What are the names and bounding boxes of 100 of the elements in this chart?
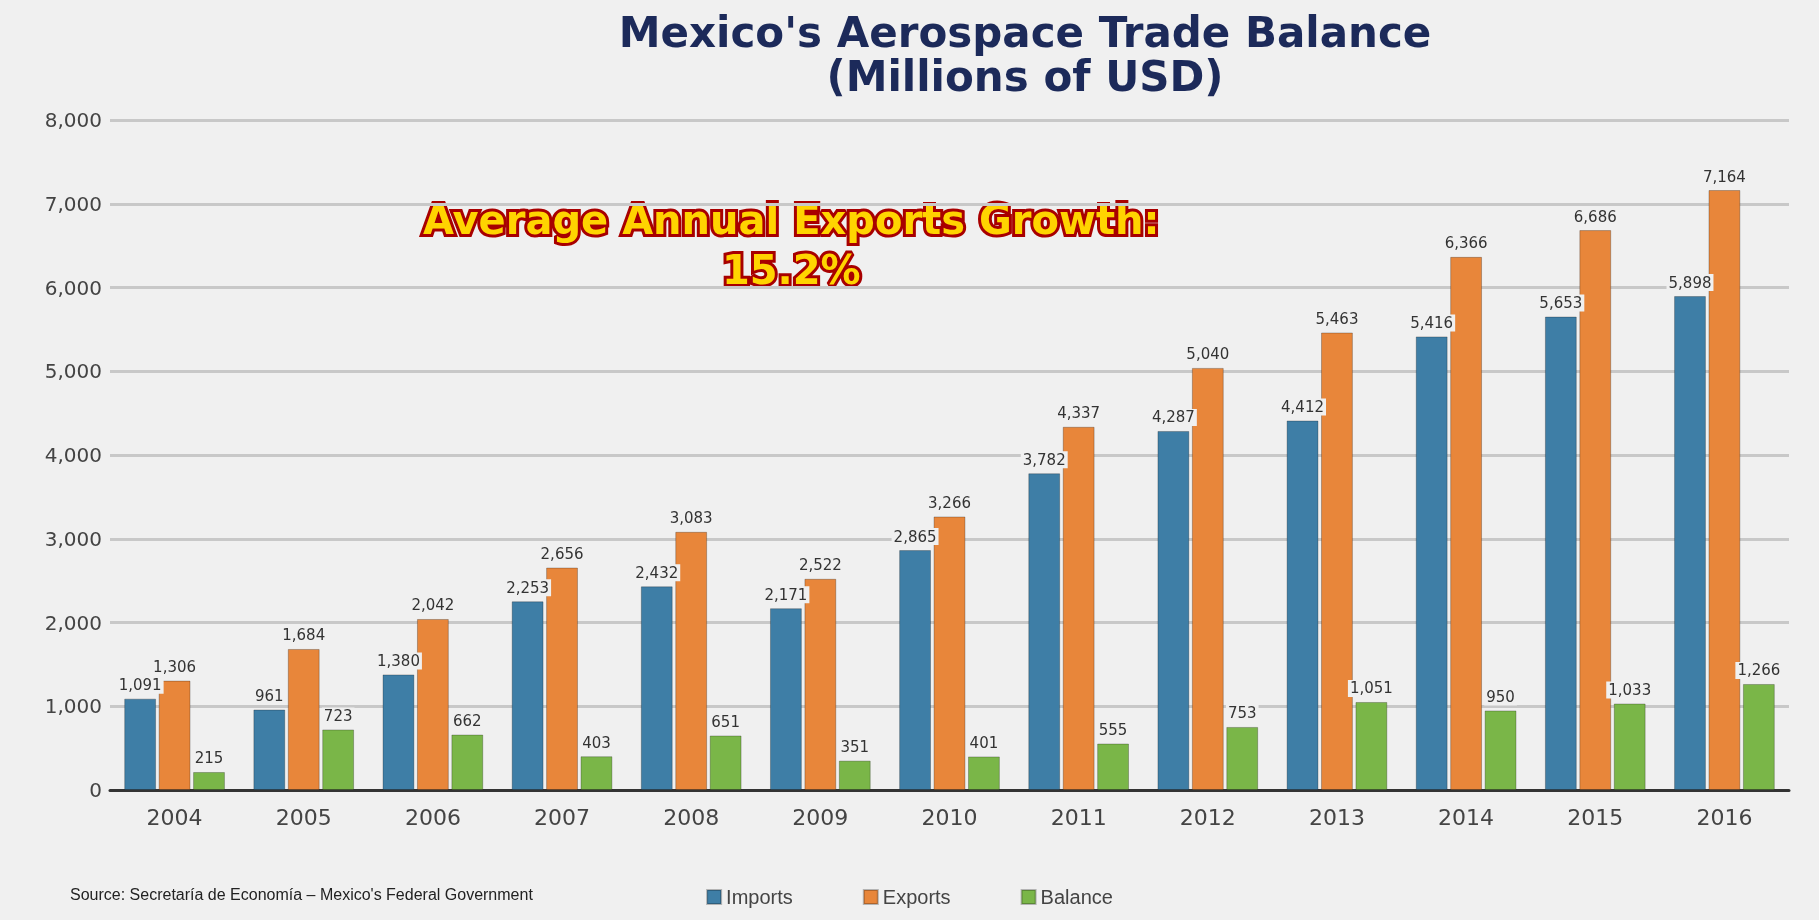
bar <box>1742 683 1775 790</box>
data-label: 403 <box>582 733 611 752</box>
data-label: 662 <box>452 712 482 731</box>
data-label: 2,656 <box>540 545 584 564</box>
data-label: 961 <box>254 687 284 706</box>
x-tick-label: 2013 <box>1308 804 1365 830</box>
x-tick-label: 2005 <box>275 804 332 830</box>
bar <box>1613 703 1646 790</box>
data-label: 2,522 <box>798 556 842 575</box>
x-tick-label: 2007 <box>534 804 591 830</box>
y-tick-label: 0 <box>89 778 102 802</box>
y-tick-label: 1,000 <box>44 694 102 719</box>
data-label: 2,253 <box>506 578 550 597</box>
data-label: 1,051 <box>1349 679 1393 698</box>
bar <box>1484 710 1517 790</box>
legend-label: Exports <box>882 886 951 908</box>
bar <box>967 756 1000 790</box>
y-tick-label: 4,000 <box>44 443 102 467</box>
data-label: 401 <box>969 733 999 752</box>
bar <box>253 709 286 790</box>
data-label: 753 <box>1227 704 1257 723</box>
bar <box>1579 230 1612 790</box>
data-label: 6,366 <box>1444 234 1488 253</box>
bar <box>451 734 484 790</box>
data-label: 4,412 <box>1281 397 1325 416</box>
data-label: 5,416 <box>1410 313 1454 332</box>
bar <box>838 760 871 790</box>
bar <box>1157 430 1190 790</box>
y-tick-label: 8,000 <box>44 108 102 132</box>
bar <box>933 516 966 790</box>
annotation: Average Annual Exports Growth: 15.2% <box>423 197 1160 293</box>
data-label: 3,782 <box>1022 450 1066 469</box>
x-tick-label: 2016 <box>1696 804 1753 830</box>
x-tick-label: 2006 <box>404 804 461 830</box>
data-label: 5,653 <box>1539 294 1583 313</box>
data-label: 950 <box>1486 687 1515 706</box>
x-tick-label: 2004 <box>146 804 203 830</box>
bar <box>546 567 578 790</box>
data-label: 1,380 <box>376 651 420 670</box>
bar <box>287 648 320 790</box>
bar <box>382 674 415 790</box>
bar <box>804 578 837 790</box>
data-label: 4,337 <box>1057 404 1101 423</box>
bar <box>1544 316 1577 790</box>
bar <box>193 771 225 790</box>
bar <box>1321 332 1353 790</box>
bar <box>1097 743 1130 790</box>
data-label: 2,042 <box>411 596 455 615</box>
data-label: 651 <box>711 712 740 731</box>
data-label: 2,171 <box>764 585 808 604</box>
y-tick-label: 2,000 <box>44 610 102 635</box>
data-label: 6,686 <box>1573 207 1617 226</box>
x-tick-label: 2012 <box>1179 804 1236 830</box>
y-tick-label: 3,000 <box>44 526 102 551</box>
data-label: 215 <box>194 749 224 768</box>
x-tick-label: 2015 <box>1567 804 1624 830</box>
bar <box>1028 473 1061 790</box>
bar <box>580 756 613 790</box>
data-label: 1,091 <box>118 676 162 695</box>
data-label: 3,266 <box>928 493 971 512</box>
y-tick-label: 7,000 <box>44 191 102 216</box>
x-tick-label: 2008 <box>663 804 720 830</box>
data-label: 2,865 <box>893 527 937 546</box>
data-label: 351 <box>840 738 870 757</box>
x-tick-label: 2014 <box>1438 804 1495 830</box>
data-label: 555 <box>1098 721 1128 740</box>
legend-label: Balance <box>1040 886 1113 908</box>
data-label: 5,898 <box>1668 273 1712 292</box>
data-label: 5,463 <box>1315 309 1359 328</box>
bar <box>1355 701 1388 790</box>
bar <box>675 531 708 790</box>
data-label: 3,083 <box>669 509 713 528</box>
data-label: 7,164 <box>1702 167 1746 186</box>
bar <box>1415 336 1448 790</box>
x-tick-label: 2010 <box>921 804 978 830</box>
bar <box>322 729 355 790</box>
bar <box>640 586 673 790</box>
legend-label: Imports <box>726 886 793 908</box>
data-label: 1,684 <box>282 626 326 645</box>
bar <box>899 550 932 790</box>
data-label: 2,432 <box>635 563 679 582</box>
bar <box>1286 420 1319 790</box>
bar <box>769 608 802 790</box>
x-tick-label: 2009 <box>792 804 849 830</box>
bar <box>709 735 742 790</box>
x-tick-label: 2011 <box>1050 804 1107 830</box>
y-tick-label: 6,000 <box>44 275 102 300</box>
data-label: 5,040 <box>1186 345 1230 364</box>
bar <box>1226 726 1259 790</box>
y-tick-label: 5,000 <box>44 359 102 384</box>
data-label: 1,033 <box>1608 680 1652 699</box>
bar <box>511 601 544 790</box>
bar <box>1674 296 1706 790</box>
bar <box>124 698 157 790</box>
data-label: 4,287 <box>1151 408 1195 427</box>
bar <box>1450 256 1483 790</box>
source-note: Source: Secretaría de Economía – Mexico's Federal Government <box>70 885 534 903</box>
data-label: 723 <box>323 706 353 725</box>
data-label: 1,306 <box>153 658 197 677</box>
data-label: 1,266 <box>1737 661 1781 680</box>
